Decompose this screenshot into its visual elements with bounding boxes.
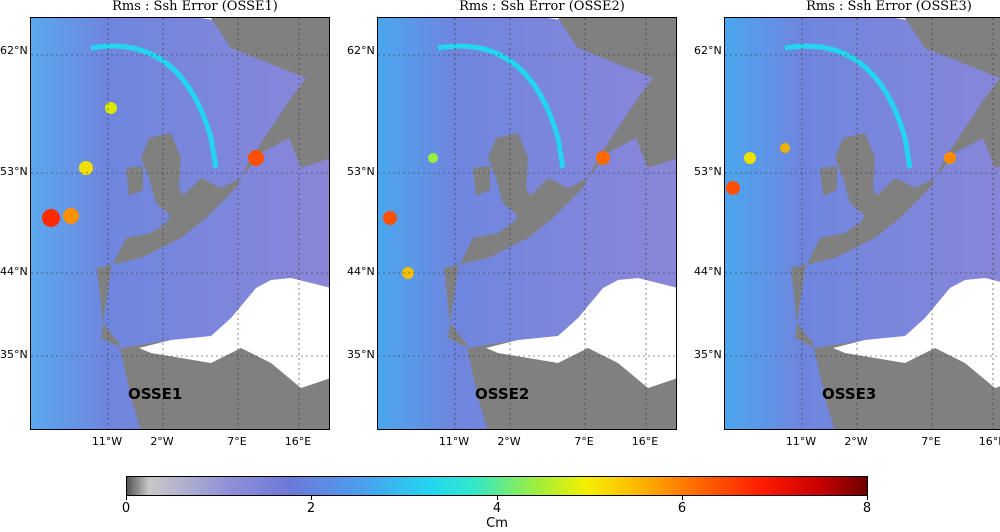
hotspot (428, 153, 438, 163)
lon-label-7e: 7°E (921, 435, 941, 448)
lat-label-53n: 53°N (347, 165, 375, 178)
panel-title: Rms : Ssh Error (OSSE1) (112, 0, 278, 14)
lon-label-11w: 11°W (91, 435, 123, 448)
lon-label-2w: 2°W (497, 435, 521, 448)
colorbar-label-2: 2 (306, 501, 316, 516)
hotspot (248, 150, 264, 166)
ssh-error-map (725, 18, 1000, 429)
lon-label-2w: 2°W (150, 435, 174, 448)
lat-label-44n: 44°N (347, 265, 375, 278)
lat-label-53n: 53°N (694, 165, 722, 178)
lon-label-16e: 16°E (631, 435, 659, 448)
map-frame (30, 17, 330, 430)
lat-label-44n: 44°N (694, 265, 722, 278)
hotspot (383, 211, 397, 225)
colorbar-tick (126, 496, 127, 500)
lon-label-7e: 7°E (574, 435, 594, 448)
colorbar-tick (867, 496, 868, 500)
lat-label-62n: 62°N (694, 44, 722, 57)
hotspot (42, 209, 60, 227)
lon-label-11w: 11°W (438, 435, 470, 448)
lat-label-62n: 62°N (0, 44, 28, 57)
lat-label-35n: 35°N (347, 348, 375, 361)
lat-label-53n: 53°N (0, 165, 28, 178)
lat-label-35n: 35°N (0, 348, 28, 361)
colorbar-tick (497, 496, 498, 500)
colorbar-unit: Cm (486, 516, 508, 531)
map-panel-osse1: Rms : Ssh Error (OSSE1) (0, 0, 360, 460)
colorbar-label-4: 4 (492, 501, 502, 516)
colorbar-tick (682, 496, 683, 500)
osse-label: OSSE3 (822, 385, 877, 403)
hotspot (596, 151, 610, 165)
lat-label-62n: 62°N (347, 44, 375, 57)
colorbar-tick (311, 496, 312, 500)
lat-label-35n: 35°N (694, 348, 722, 361)
panel-title: Rms : Ssh Error (OSSE2) (459, 0, 625, 14)
osse-label: OSSE1 (128, 385, 183, 403)
colorbar-label-6: 6 (677, 501, 687, 516)
panel-title: Rms : Ssh Error (OSSE3) (806, 0, 972, 14)
hotspot (63, 208, 79, 224)
hotspot (105, 102, 117, 114)
colorbar-label-0: 0 (121, 501, 131, 516)
lat-label-44n: 44°N (0, 265, 28, 278)
hotspot (79, 161, 93, 175)
lon-label-2w: 2°W (844, 435, 868, 448)
colorbar-label-8: 8 (862, 501, 872, 516)
ssh-error-map (31, 18, 329, 429)
map-frame (377, 17, 677, 430)
hotspot (726, 181, 740, 195)
hotspot (744, 152, 756, 164)
map-frame (724, 17, 1000, 430)
ssh-error-map (378, 18, 676, 429)
osse-label: OSSE2 (475, 385, 530, 403)
lon-label-7e: 7°E (227, 435, 247, 448)
hotspot (780, 143, 790, 153)
lon-label-16e: 16°E (284, 435, 312, 448)
hotspot (944, 152, 956, 164)
lon-label-11w: 11°W (785, 435, 817, 448)
colorbar (126, 476, 868, 496)
map-panel-osse3: Rms : Ssh Error (OSSE3) (694, 0, 1000, 460)
map-panel-osse2: Rms : Ssh Error (OSSE2) (347, 0, 707, 460)
lon-label-16e: 16°E (978, 435, 1000, 448)
